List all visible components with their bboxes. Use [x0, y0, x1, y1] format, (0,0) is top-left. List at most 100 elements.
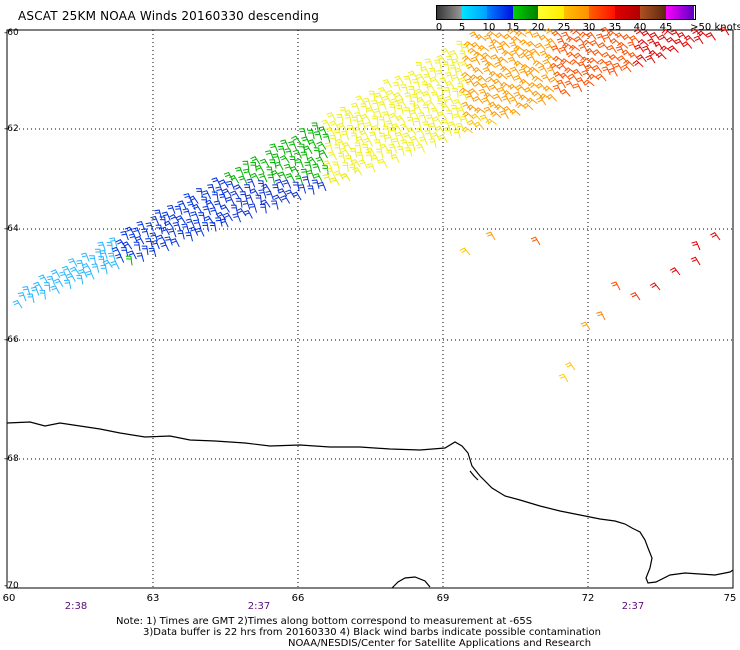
- wind-barb: [285, 189, 295, 199]
- wind-barb: [313, 173, 323, 183]
- wind-barb: [558, 373, 569, 383]
- wind-barb: [242, 160, 250, 171]
- wind-barb: [242, 168, 252, 178]
- wind-barb: [106, 242, 113, 252]
- legend-label-20: 20: [531, 22, 545, 33]
- wind-barb: [613, 62, 623, 72]
- wind-barb: [407, 70, 418, 80]
- wind-barb: [629, 35, 640, 44]
- latitude-label: -64: [4, 224, 19, 234]
- wind-barb: [63, 279, 72, 290]
- wind-barb: [332, 161, 340, 171]
- wind-barb: [124, 226, 135, 236]
- wind-barb: [306, 156, 317, 165]
- wind-barb: [610, 281, 621, 291]
- wind-barb: [483, 92, 495, 100]
- wind-barb: [318, 126, 328, 136]
- wind-barb: [393, 92, 404, 101]
- wind-barb: [586, 31, 597, 40]
- wind-barb: [390, 97, 401, 107]
- wind-barb: [85, 270, 95, 280]
- wind-barb: [690, 256, 701, 266]
- wind-barb: [225, 196, 236, 206]
- wind-barb: [485, 118, 497, 125]
- wind-barb: [467, 47, 479, 55]
- wind-barb: [254, 164, 265, 174]
- wind-barb: [424, 130, 433, 140]
- wind-barb: [298, 184, 307, 194]
- wind-barb: [226, 180, 235, 190]
- wind-barb: [484, 34, 494, 44]
- wind-barb: [409, 109, 419, 119]
- wind-barb: [649, 32, 661, 41]
- wind-barb: [430, 131, 441, 141]
- wind-barb: [641, 30, 652, 39]
- wind-barb: [344, 114, 352, 125]
- wind-barb: [668, 45, 679, 53]
- wind-barb: [551, 45, 561, 54]
- wind-barb: [160, 226, 170, 236]
- wind-barb: [560, 58, 572, 65]
- wind-barb: [219, 193, 228, 203]
- wind-barb: [413, 117, 421, 128]
- wind-barb: [362, 97, 372, 108]
- wind-barb: [384, 134, 393, 144]
- wind-barb: [579, 31, 591, 39]
- wind-barb: [177, 230, 185, 240]
- wind-barb: [360, 103, 368, 113]
- wind-barb: [22, 286, 31, 296]
- wind-barb: [185, 218, 195, 228]
- wind-barb: [513, 45, 525, 52]
- wind-barb: [311, 179, 320, 189]
- wind-barb: [301, 136, 311, 146]
- wind-barb: [661, 28, 673, 36]
- wind-barb: [456, 40, 463, 51]
- wind-barb: [494, 61, 505, 70]
- wind-barb: [568, 44, 581, 52]
- wind-barb: [696, 30, 709, 38]
- wind-barb: [513, 74, 524, 84]
- wind-barb: [280, 195, 291, 204]
- wind-barb: [357, 120, 366, 130]
- wind-barb: [215, 186, 225, 196]
- wind-barb: [438, 134, 448, 143]
- wind-barb: [321, 119, 331, 128]
- wind-barb: [145, 237, 153, 248]
- wind-barb: [499, 110, 509, 119]
- wind-barb: [465, 92, 475, 102]
- wind-barb: [260, 204, 267, 214]
- wind-barb: [469, 74, 481, 81]
- legend-swatch-15-20: [513, 5, 538, 19]
- wind-barb: [298, 128, 307, 138]
- wind-barb: [280, 139, 290, 149]
- wind-barb: [565, 361, 576, 371]
- wind-barb: [382, 78, 392, 88]
- wind-barb: [449, 64, 457, 75]
- wind-barb: [322, 173, 332, 184]
- wind-barb: [507, 28, 519, 35]
- wind-barb: [627, 41, 637, 51]
- wind-barb: [581, 69, 592, 79]
- wind-barb: [592, 64, 603, 74]
- wind-barb: [414, 88, 425, 97]
- wind-barb: [125, 255, 133, 266]
- wind-barb: [282, 179, 292, 189]
- wind-barb: [519, 39, 531, 47]
- wind-barb: [358, 159, 368, 169]
- wind-barb: [569, 58, 581, 67]
- wind-barb: [404, 147, 413, 157]
- wind-barb: [151, 240, 160, 250]
- wind-barb: [592, 49, 604, 57]
- wind-barb: [219, 218, 229, 228]
- wind-barb: [501, 95, 511, 105]
- wind-barb: [518, 94, 531, 101]
- wind-barb: [447, 121, 458, 130]
- note-line-2: 3)Data buffer is 22 hrs from 20160330 4)…: [143, 627, 601, 638]
- wind-barb: [444, 80, 456, 90]
- wind-barb: [456, 106, 466, 116]
- wind-barb: [443, 87, 451, 97]
- pass-time-label: 2:37: [247, 601, 271, 612]
- wind-barb: [653, 41, 664, 50]
- wind-barb: [353, 126, 363, 136]
- wind-barbs: [12, 26, 730, 383]
